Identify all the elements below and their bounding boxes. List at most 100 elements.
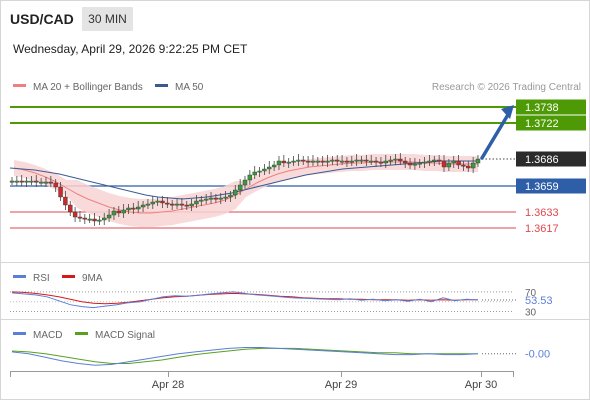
candle-body — [325, 160, 330, 163]
candle-body — [242, 179, 248, 186]
candle-body — [58, 186, 63, 198]
candle-body — [422, 161, 427, 164]
candle-body — [53, 182, 58, 188]
candle-body — [436, 159, 442, 162]
macd-signal-line — [11, 347, 478, 364]
candle-body — [92, 218, 97, 222]
candle-body — [286, 161, 291, 164]
candle-body — [102, 217, 107, 221]
candle-body — [267, 166, 272, 170]
macd-panel: -0.00 — [11, 347, 550, 366]
candle-body — [237, 184, 243, 191]
legend-9ma-label: 9MA — [82, 273, 103, 284]
candle-body — [461, 164, 466, 167]
timeframe-label: 30 MIN — [88, 12, 127, 26]
candle-body — [373, 160, 379, 163]
legend-ma50-label: MA 50 — [175, 82, 204, 93]
candle-body — [38, 181, 44, 184]
candle-body — [43, 181, 49, 184]
candle-body — [296, 159, 301, 162]
candle-body — [359, 159, 364, 162]
candle-body — [29, 180, 34, 183]
candle-body — [218, 197, 223, 200]
candle-body — [9, 180, 15, 183]
candle-body — [335, 159, 340, 162]
symbol-title: USD/CAD — [10, 11, 74, 27]
candle-body — [48, 181, 54, 184]
candle-body — [466, 165, 471, 169]
rsi-line — [11, 291, 479, 309]
legend-9ma-swatch — [62, 275, 75, 278]
candle-body — [344, 160, 350, 163]
candle-body — [145, 203, 151, 206]
datetime-label: Wednesday, April 29, 2026 9:22:25 PM CET — [13, 42, 248, 56]
candle-body — [441, 160, 447, 168]
candle-body — [475, 158, 481, 164]
candle-body — [194, 200, 199, 205]
candle-body — [310, 160, 316, 163]
candle-body — [184, 204, 189, 207]
candle-body — [68, 204, 73, 213]
time-tick-label: Apr 29 — [325, 379, 357, 391]
candle-body — [364, 159, 369, 162]
forecast-arrow-shaft — [480, 111, 511, 160]
level-value-1.3659: 1.3659 — [525, 181, 559, 193]
legend-macd-swatch — [13, 332, 26, 335]
candle-body — [121, 209, 126, 214]
candle-body — [301, 159, 306, 162]
legend-ma20-swatch — [13, 84, 26, 87]
candle-body — [87, 218, 92, 221]
legend-rsi-label: RSI — [33, 273, 50, 284]
candle-body — [208, 197, 214, 200]
credit-label: Research © 2026 Trading Central — [432, 82, 581, 93]
legend-rsi-swatch — [13, 275, 26, 278]
candle-body — [330, 159, 335, 162]
candle-body — [276, 160, 282, 166]
candle-body — [252, 171, 257, 176]
candle-body — [305, 160, 311, 163]
level-badge-1.3738 — [516, 99, 586, 115]
level-value-1.3633: 1.3633 — [525, 207, 559, 219]
candle-body — [233, 189, 238, 196]
candle-body — [165, 202, 170, 205]
legend-macd-signal-swatch — [75, 332, 88, 335]
candle-body — [470, 162, 476, 169]
rsi-current-value: 53.53 — [525, 295, 553, 307]
candle-body — [451, 160, 456, 164]
current-price-value: 1.3686 — [525, 154, 559, 166]
candle-body — [155, 200, 160, 203]
candle-body — [199, 199, 204, 202]
candle-body — [446, 162, 452, 168]
candle-body — [247, 174, 253, 181]
level-labels: 1.3738 1.3722 1.3659 1.3633 1.3617 1.3686 — [516, 99, 586, 235]
candle-body — [257, 170, 262, 173]
candlesticks — [9, 153, 481, 226]
candle-body — [315, 160, 321, 163]
candle-body — [24, 180, 29, 183]
timeframe-badge[interactable] — [82, 7, 133, 31]
candle-body — [432, 159, 437, 162]
level-value-1.3738: 1.3738 — [525, 102, 559, 114]
level-badge-1.3722 — [516, 115, 586, 131]
macd-current-value: -0.00 — [525, 349, 550, 361]
candle-body — [140, 204, 146, 208]
candle-body — [407, 162, 413, 166]
candle-body — [203, 198, 209, 201]
candle-body — [131, 207, 136, 210]
candle-body — [34, 180, 39, 183]
candle-body — [160, 200, 165, 204]
candle-body — [136, 206, 141, 210]
candle-body — [378, 161, 384, 164]
candle-body — [262, 168, 267, 172]
candle-body — [369, 160, 374, 163]
candle-body — [106, 214, 112, 219]
time-tick-label: Apr 30 — [465, 379, 497, 391]
candle-body — [72, 211, 78, 218]
candle-body — [189, 203, 194, 207]
candle-body — [150, 201, 155, 205]
candle-body — [223, 196, 228, 199]
candle-body — [116, 210, 121, 214]
